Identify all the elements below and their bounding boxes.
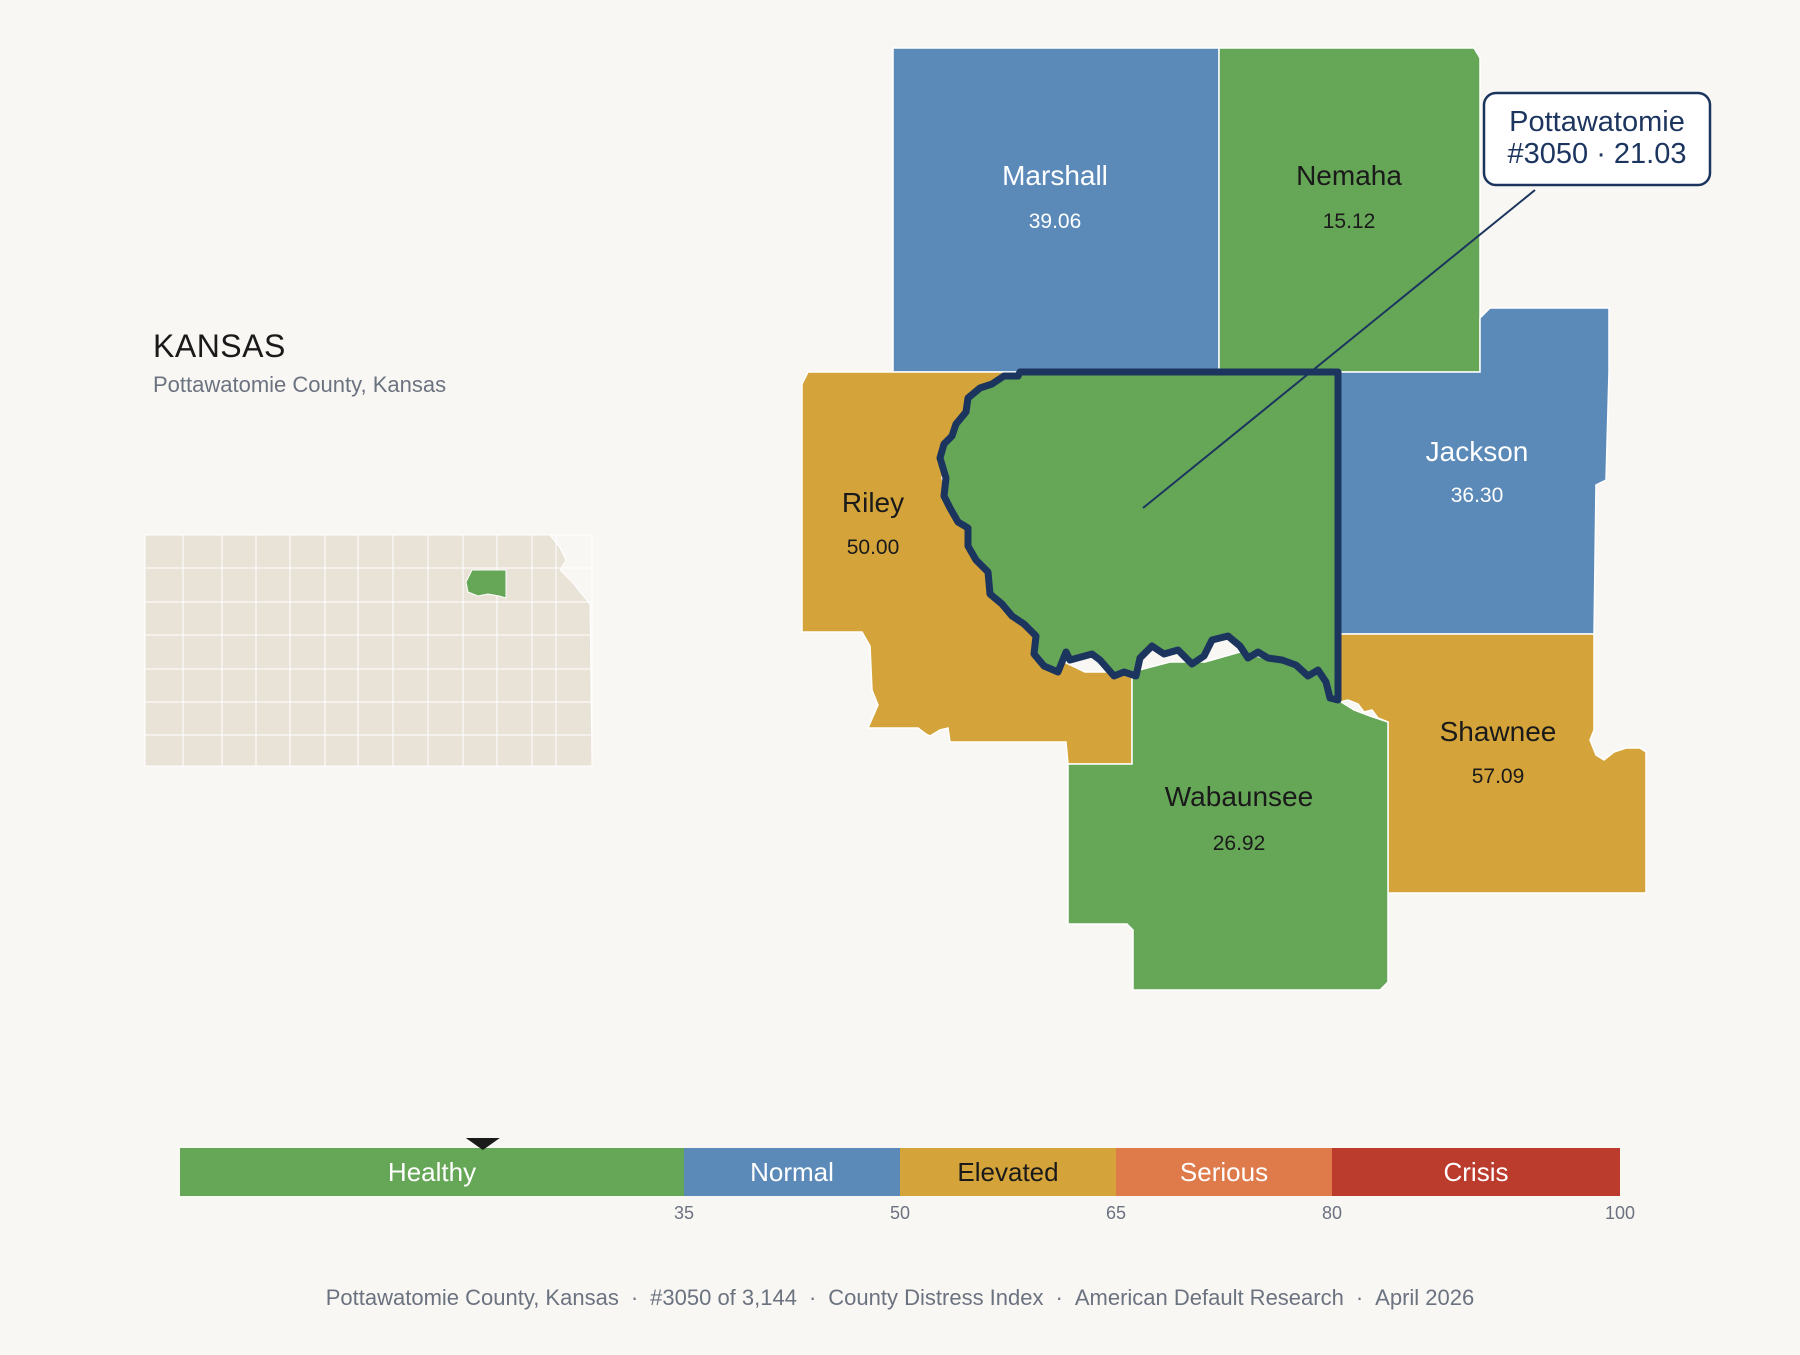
county-shawnee[interactable] xyxy=(1337,633,1647,894)
legend-tick-label: 50 xyxy=(890,1203,910,1223)
legend-segment-normal xyxy=(684,1148,900,1196)
legend-tick-label: 80 xyxy=(1322,1203,1342,1223)
callout-detail: #3050 · 21.03 xyxy=(1508,138,1687,170)
legend-label-normal: Normal xyxy=(750,1157,834,1187)
county-value-nemaha: 15.12 xyxy=(1323,210,1376,233)
legend-marker-icon xyxy=(465,1138,500,1150)
state-title: KANSAS xyxy=(153,328,286,364)
county-name-nemaha: Nemaha xyxy=(1296,160,1402,191)
county-value-riley: 50.00 xyxy=(847,536,900,559)
county-value-marshall: 39.06 xyxy=(1029,210,1082,233)
legend-tick-label: 65 xyxy=(1106,1203,1126,1223)
county-nemaha[interactable] xyxy=(1218,47,1481,373)
county-value-jackson: 36.30 xyxy=(1451,484,1504,507)
legend-tick-label: 35 xyxy=(674,1203,694,1223)
legend-segment-healthy xyxy=(180,1148,684,1196)
kansas-inset-map xyxy=(144,534,593,767)
county-name-marshall: Marshall xyxy=(1002,160,1108,191)
callout-box xyxy=(1482,91,1712,187)
footer-index: County Distress Index xyxy=(828,1285,1044,1310)
legend-segment-serious xyxy=(1116,1148,1332,1196)
state-subtitle: Pottawatomie County, Kansas xyxy=(153,372,447,397)
callout-leader-line xyxy=(1142,189,1536,509)
footer-source: American Default Research xyxy=(1074,1285,1344,1310)
regional-map: Marshall 39.06 Nemaha 15.12 Jackson 36.30 Rile… xyxy=(801,47,1712,991)
footer-place: Pottawatomie County, Kansas xyxy=(325,1285,619,1310)
county-value-shawnee: 57.09 xyxy=(1472,765,1525,788)
county-name-jackson: Jackson xyxy=(1426,436,1529,467)
legend-label-serious: Serious xyxy=(1180,1157,1268,1187)
footer-rank: #3050 of 3,144 xyxy=(650,1285,797,1310)
legend-tick-label: 100 xyxy=(1605,1203,1635,1223)
legend-segment-crisis xyxy=(1332,1148,1620,1196)
legend-label-healthy: Healthy xyxy=(388,1157,476,1187)
callout-title: Pottawatomie xyxy=(1509,106,1685,138)
kansas-highlighted-county xyxy=(465,569,507,599)
distress-legend: Healthy Normal Elevated Serious Crisis 35 50 65… xyxy=(180,1138,1635,1223)
county-value-wabaunsee: 26.92 xyxy=(1213,832,1266,855)
legend-label-crisis: Crisis xyxy=(1444,1157,1509,1187)
footer-date: April 2026 xyxy=(1375,1285,1475,1310)
county-name-shawnee: Shawnee xyxy=(1440,716,1557,747)
kansas-state-shape xyxy=(144,534,593,767)
county-pottawatomie[interactable] xyxy=(936,368,1342,704)
county-name-riley: Riley xyxy=(842,487,904,518)
county-name-wabaunsee: Wabaunsee xyxy=(1165,781,1313,812)
legend-segment-elevated xyxy=(900,1148,1116,1196)
legend-label-elevated: Elevated xyxy=(957,1157,1058,1187)
footer-credits: Pottawatomie County, Kansas · #3050 of 3,1… xyxy=(325,1285,1475,1310)
